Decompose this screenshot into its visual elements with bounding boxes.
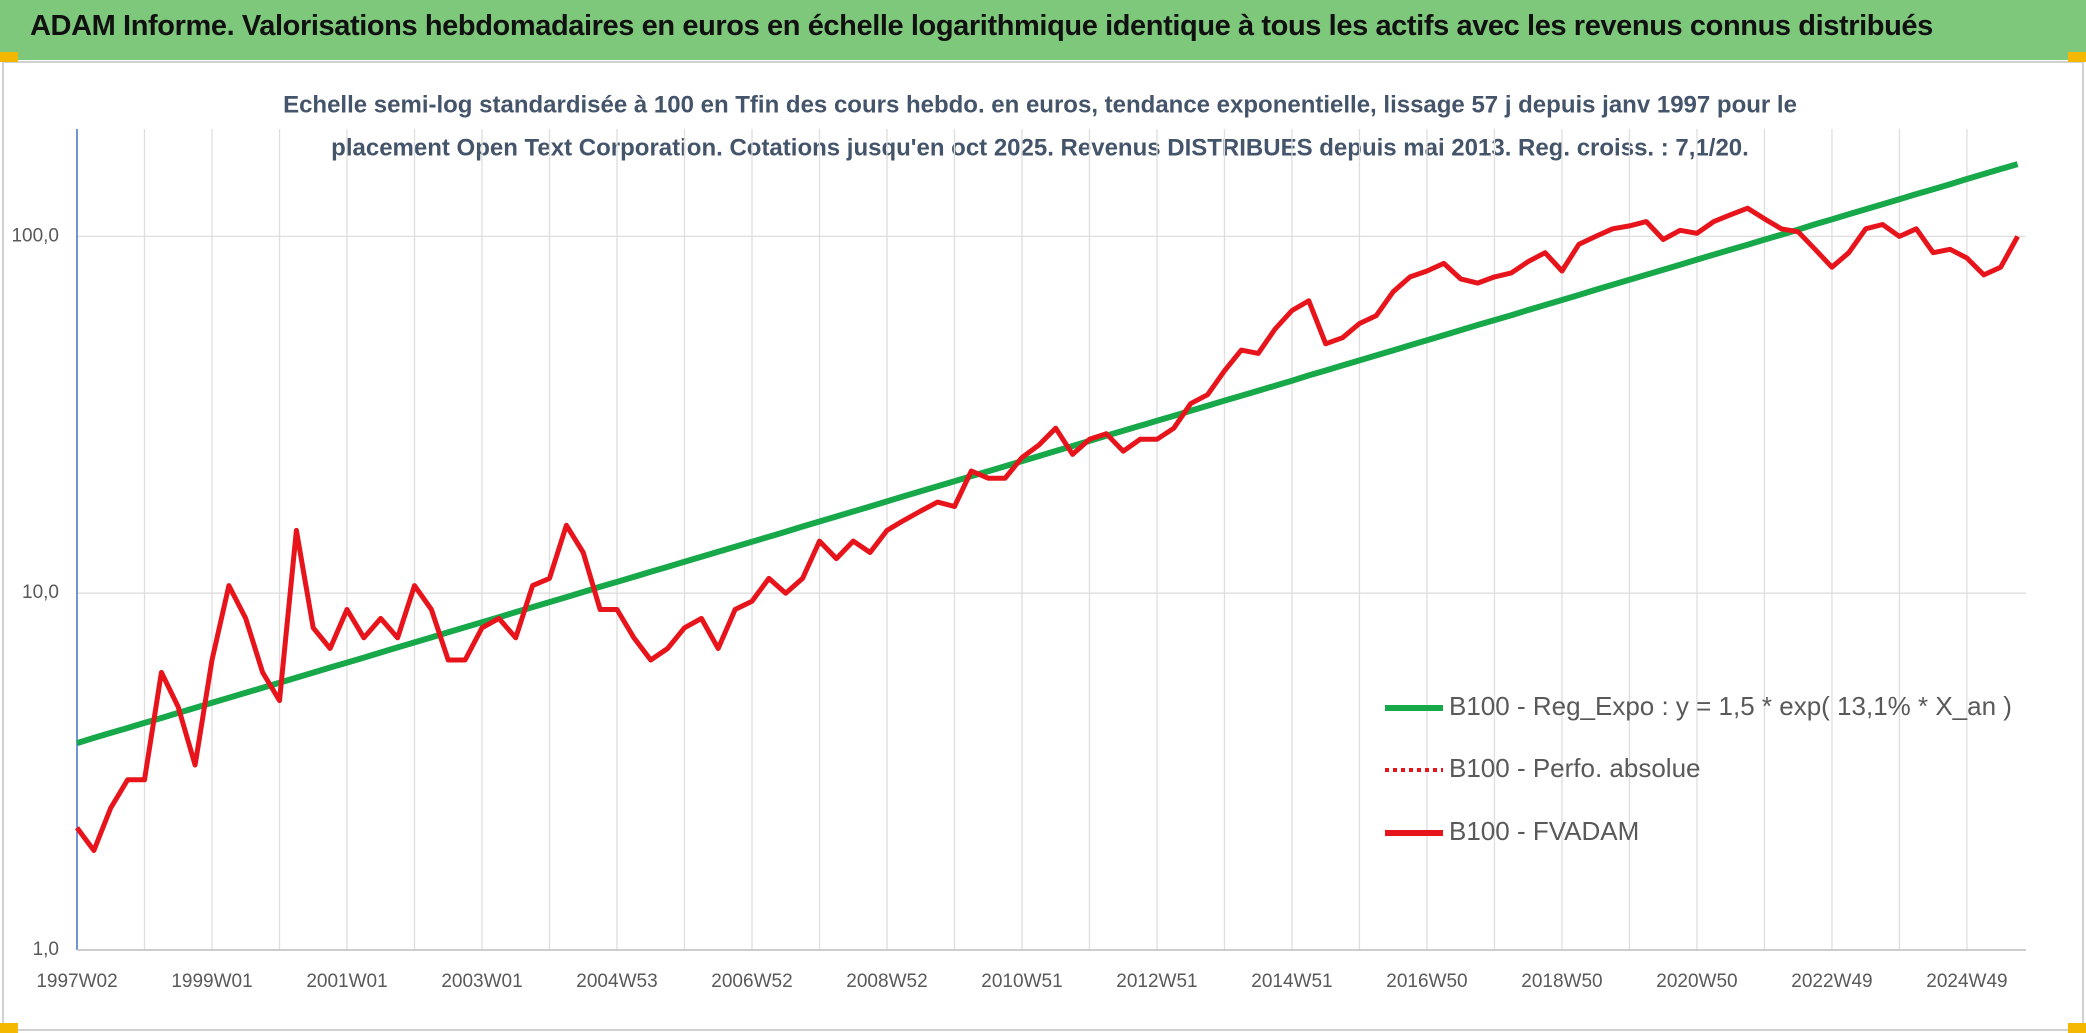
y-tick-label: 10,0	[22, 582, 59, 603]
x-tick-label: 2010W51	[981, 971, 1062, 992]
subtitle: placement Open Text Corporation. Cotatio…	[331, 134, 1749, 161]
series-line	[74, 205, 2020, 853]
x-tick-label: 2008W52	[846, 971, 927, 992]
legend-label: B100 - FVADAM	[1449, 816, 1639, 846]
x-tick-label: 2022W49	[1791, 971, 1872, 992]
x-tick-label: 2001W01	[306, 971, 387, 992]
x-tick-label: 2012W51	[1116, 971, 1197, 992]
subtitle: Echelle semi-log standardisée à 100 en T…	[283, 91, 1797, 118]
x-tick-label: 2006W52	[711, 971, 792, 992]
x-tick-label: 2024W49	[1926, 971, 2007, 992]
x-tick-label: 1999W01	[171, 971, 252, 992]
corner	[2068, 1023, 2086, 1033]
header-title: ADAM Informe. Valorisations hebdomadaire…	[30, 10, 1933, 42]
series-line	[75, 206, 2020, 853]
legend-label: B100 - Reg_Expo : y = 1,5 * exp( 13,1% *…	[1449, 691, 2012, 721]
corner	[0, 1023, 18, 1033]
x-tick-label: 1997W02	[36, 971, 117, 992]
header-bar: ADAM Informe. Valorisations hebdomadaire…	[0, 0, 2086, 60]
legend-label: B100 - Perfo. absolue	[1449, 753, 1701, 783]
corner	[0, 52, 18, 62]
x-tick-label: 2014W51	[1251, 971, 1332, 992]
x-tick-label: 2016W50	[1386, 971, 1467, 992]
x-tick-label: 2003W01	[441, 971, 522, 992]
y-tick-label: 1,0	[33, 939, 59, 960]
x-tick-label: 2004W53	[576, 971, 657, 992]
series-line	[76, 161, 2019, 746]
frame	[2, 61, 2084, 1031]
x-tick-label: 2018W50	[1521, 971, 1602, 992]
x-tick-label: 2020W50	[1656, 971, 1737, 992]
y-tick-label: 100,0	[11, 225, 59, 246]
corner	[2068, 52, 2086, 62]
